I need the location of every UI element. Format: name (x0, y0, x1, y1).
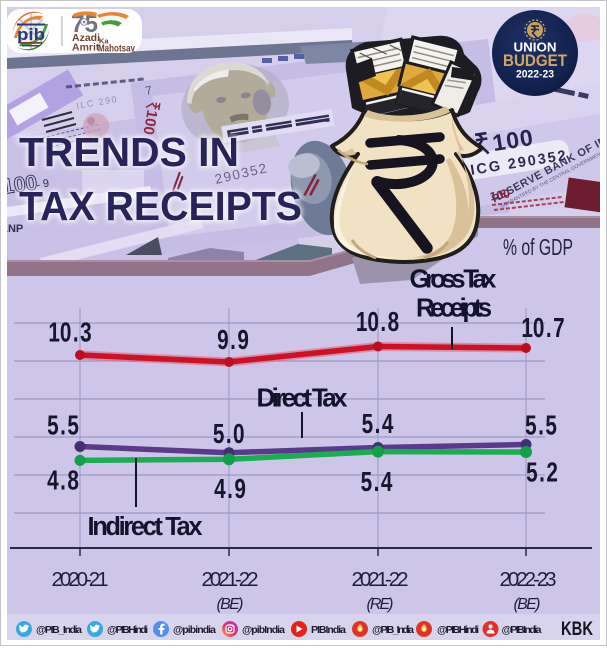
svg-text:Indirect Tax: Indirect Tax (88, 513, 203, 541)
svg-text:Direct Tax: Direct Tax (257, 383, 349, 413)
svg-text:(BE): (BE) (217, 596, 244, 613)
svg-text:2020-21: 2020-21 (52, 568, 109, 591)
svg-text:@pibIndia: @pibIndia (242, 624, 285, 636)
svg-text:pib: pib (17, 25, 45, 44)
svg-text:% of GDP: % of GDP (503, 234, 573, 260)
svg-text:100: 100 (489, 186, 511, 203)
svg-text:2022-23: 2022-23 (500, 568, 557, 591)
svg-text:- 9: - 9 (35, 177, 50, 191)
svg-text:@PIB_India: @PIB_India (36, 624, 82, 636)
svg-text:@PIBIndia: @PIBIndia (502, 624, 542, 636)
svg-text:Gross Tax: Gross Tax (410, 264, 498, 294)
svg-text:9.9: 9.9 (217, 325, 249, 356)
svg-text:5.4: 5.4 (362, 409, 394, 440)
svg-text:5.5: 5.5 (47, 411, 79, 442)
svg-text:TRENDS IN: TRENDS IN (19, 129, 239, 175)
svg-text:Azadi: Azadi (72, 32, 100, 44)
svg-text:TAX RECEIPTS: TAX RECEIPTS (19, 183, 302, 229)
svg-text:Amrit: Amrit (72, 42, 100, 54)
svg-text:5.4: 5.4 (361, 467, 393, 498)
svg-text:100: 100 (139, 108, 160, 136)
svg-text:TAX RECEIPTS: TAX RECEIPTS (19, 183, 302, 229)
svg-text:7: 7 (144, 83, 153, 98)
svg-text:Receipts: Receipts (416, 295, 492, 323)
svg-text:10.3: 10.3 (48, 318, 91, 349)
svg-text:(BE): (BE) (514, 596, 541, 613)
svg-text:BUDGET: BUDGET (503, 51, 568, 70)
svg-text:5.2: 5.2 (526, 458, 558, 489)
svg-text:10.8: 10.8 (356, 307, 399, 338)
svg-text:2021-22: 2021-22 (352, 568, 409, 591)
svg-text:UNION: UNION (514, 41, 557, 55)
svg-text:@pibindia: @pibindia (173, 624, 216, 636)
svg-text:ANP: ANP (0, 223, 23, 235)
svg-text:2022-23: 2022-23 (516, 69, 554, 81)
svg-text:100: 100 (491, 124, 536, 156)
svg-text:Ka: Ka (99, 37, 109, 46)
svg-text:@PIBHindi: @PIBHindi (437, 624, 479, 636)
svg-text:100: 100 (1, 171, 39, 199)
svg-text:10.7: 10.7 (521, 313, 564, 344)
svg-text:5.0: 5.0 (213, 419, 245, 450)
svg-text:2021-22: 2021-22 (202, 568, 259, 591)
svg-text:4.8: 4.8 (47, 466, 79, 497)
svg-text:TRENDS IN: TRENDS IN (19, 129, 239, 175)
svg-text:5.5: 5.5 (525, 411, 557, 442)
svg-text:@PIB_India: @PIB_India (372, 624, 414, 636)
svg-text:PIBIndia: PIBIndia (311, 624, 346, 636)
svg-text:(RE): (RE) (367, 596, 394, 613)
svg-text:@PIBHindi: @PIBHindi (107, 624, 148, 636)
svg-text:Mahotsav: Mahotsav (98, 43, 135, 55)
svg-text:KBK: KBK (561, 619, 593, 640)
svg-text:4.9: 4.9 (214, 474, 246, 505)
